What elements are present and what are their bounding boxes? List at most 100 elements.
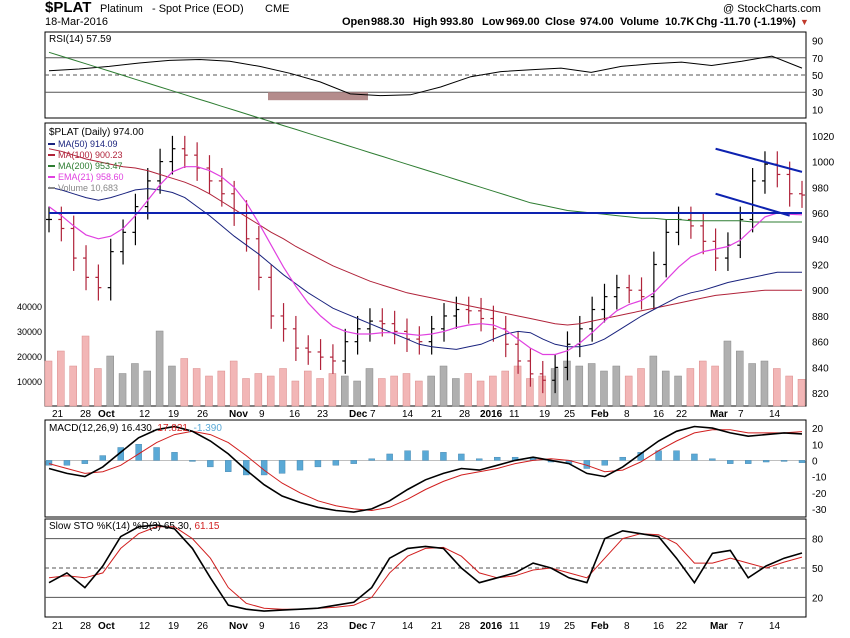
rsi-group: 90 70 50 30 10 RSI(14) 57.59 <box>45 34 824 116</box>
price-bar <box>613 274 620 310</box>
x-axis-label-bottom: 8 <box>624 621 630 632</box>
price-bar <box>107 238 114 301</box>
volume-bar <box>180 358 189 407</box>
volume-bar <box>600 370 608 407</box>
macd-tick-label: -30 <box>812 505 827 516</box>
price-bar <box>700 213 707 255</box>
legend-label: EMA(21) 958.60 <box>58 172 124 182</box>
macd-histogram-bar <box>314 460 322 468</box>
x-axis-label: 12 <box>139 409 151 420</box>
price-tick-label: 940 <box>812 235 829 246</box>
rsi-tick-label: 70 <box>812 54 824 65</box>
x-axis-label-bottom: 26 <box>197 621 209 632</box>
volume-bar <box>205 375 213 407</box>
sto-k-line <box>48 524 803 612</box>
volume-bar <box>711 365 719 407</box>
price-bar <box>120 219 127 265</box>
price-bar <box>132 193 139 246</box>
macd-histogram-bar <box>81 460 89 464</box>
volume-bar <box>402 373 411 407</box>
x-axis-label: 7 <box>370 409 376 420</box>
price-bar <box>441 303 448 342</box>
x-axis-label-bottom: Feb <box>591 621 609 632</box>
volume-bar <box>69 365 77 407</box>
macd-histogram-bar <box>404 450 411 461</box>
exchange-label: CME <box>265 3 289 15</box>
price-tick-label: 960 <box>812 209 829 220</box>
x-axis-label: 23 <box>317 409 329 420</box>
volume-bar <box>168 365 176 407</box>
volume-tick-label: 30000 <box>17 327 42 337</box>
x-axis-label-bottom: 16 <box>653 621 665 632</box>
price-tick-label: 820 <box>812 389 829 400</box>
macd-histogram-bar <box>63 460 71 466</box>
description-label: - Spot Price (EOD) <box>152 3 244 15</box>
legend-label: Volume 10,683 <box>58 183 118 193</box>
price-bar <box>465 296 472 324</box>
price-bar <box>527 348 534 387</box>
macd-histogram-bar <box>189 460 196 462</box>
sto-tick-label: 80 <box>812 535 824 546</box>
price-group: 1020 1000 980 960 940 920 900 880 860 840 820 40000… <box>17 51 835 420</box>
macd-histogram-bar <box>745 460 752 464</box>
volume-bar <box>674 375 682 407</box>
volume-bar <box>476 380 485 407</box>
macd-histogram-bar <box>225 460 232 472</box>
ma50-line <box>48 186 802 350</box>
x-axis-label: 14 <box>769 409 781 420</box>
volume-label: Volume <box>620 16 659 28</box>
volume-bar <box>785 375 793 407</box>
x-axis-label: 28 <box>80 409 92 420</box>
price-bar <box>428 315 435 355</box>
price-tick-label: 900 <box>812 286 829 297</box>
volume-bar <box>266 375 275 407</box>
x-axis-label-bottom: 22 <box>676 621 688 632</box>
price-tick-label: 1020 <box>812 132 835 143</box>
rsi-tick-label: 50 <box>812 71 824 82</box>
volume-bar <box>686 368 695 407</box>
x-axis-label: Feb <box>591 409 609 420</box>
price-bar <box>687 206 694 239</box>
volume-bar <box>661 370 670 407</box>
price-bar <box>268 264 275 329</box>
open-value: 988.30 <box>371 16 405 28</box>
volume-bar <box>106 355 114 407</box>
macd-histogram-bar <box>709 458 716 461</box>
volume-bar <box>649 355 658 407</box>
x-axis-label: Oct <box>98 409 115 420</box>
rsi-title: RSI(14) 57.59 <box>49 34 112 45</box>
x-axis-label: 14 <box>402 409 414 420</box>
legend-label: MA(200) 953.47 <box>58 161 123 171</box>
volume-bar <box>575 365 584 407</box>
price-tick-label: 1000 <box>812 158 835 169</box>
macd-histogram-bar <box>673 450 680 461</box>
price-bar <box>601 283 608 323</box>
price-bar <box>169 135 176 175</box>
x-axis-label-bottom: 19 <box>539 621 551 632</box>
price-bar <box>391 310 398 345</box>
volume-bar <box>415 380 423 407</box>
macd-histogram-bar <box>386 453 393 461</box>
x-axis-label-bottom: 14 <box>769 621 781 632</box>
price-bar <box>799 180 805 208</box>
x-axis-label: 21 <box>52 409 64 420</box>
macd-title: MACD(12,26,9) 16.430, 17.821, -1.390 <box>49 423 222 434</box>
chg-value: -11.70 (-1.19%) <box>720 16 796 28</box>
macd-tick-label: 10 <box>812 440 824 451</box>
macd-histogram-bar <box>278 460 286 474</box>
macd-histogram-bar <box>260 460 268 476</box>
x-axis-label: 16 <box>653 409 665 420</box>
volume-tick-label: 20000 <box>17 352 42 362</box>
x-axis-label: 21 <box>431 409 443 420</box>
x-axis-label-bottom: 7 <box>370 621 376 632</box>
legend-label: MA(50) 914.09 <box>58 139 118 149</box>
x-axis-label-bottom: 14 <box>402 621 414 632</box>
x-axis-label-bottom: 23 <box>317 621 329 632</box>
volume-bar <box>637 368 645 407</box>
price-bar <box>366 308 373 342</box>
price-bar <box>206 155 213 194</box>
macd-histogram-bar <box>494 456 501 461</box>
volume-bar <box>489 375 497 407</box>
volume-tick-label: 10000 <box>17 377 42 387</box>
